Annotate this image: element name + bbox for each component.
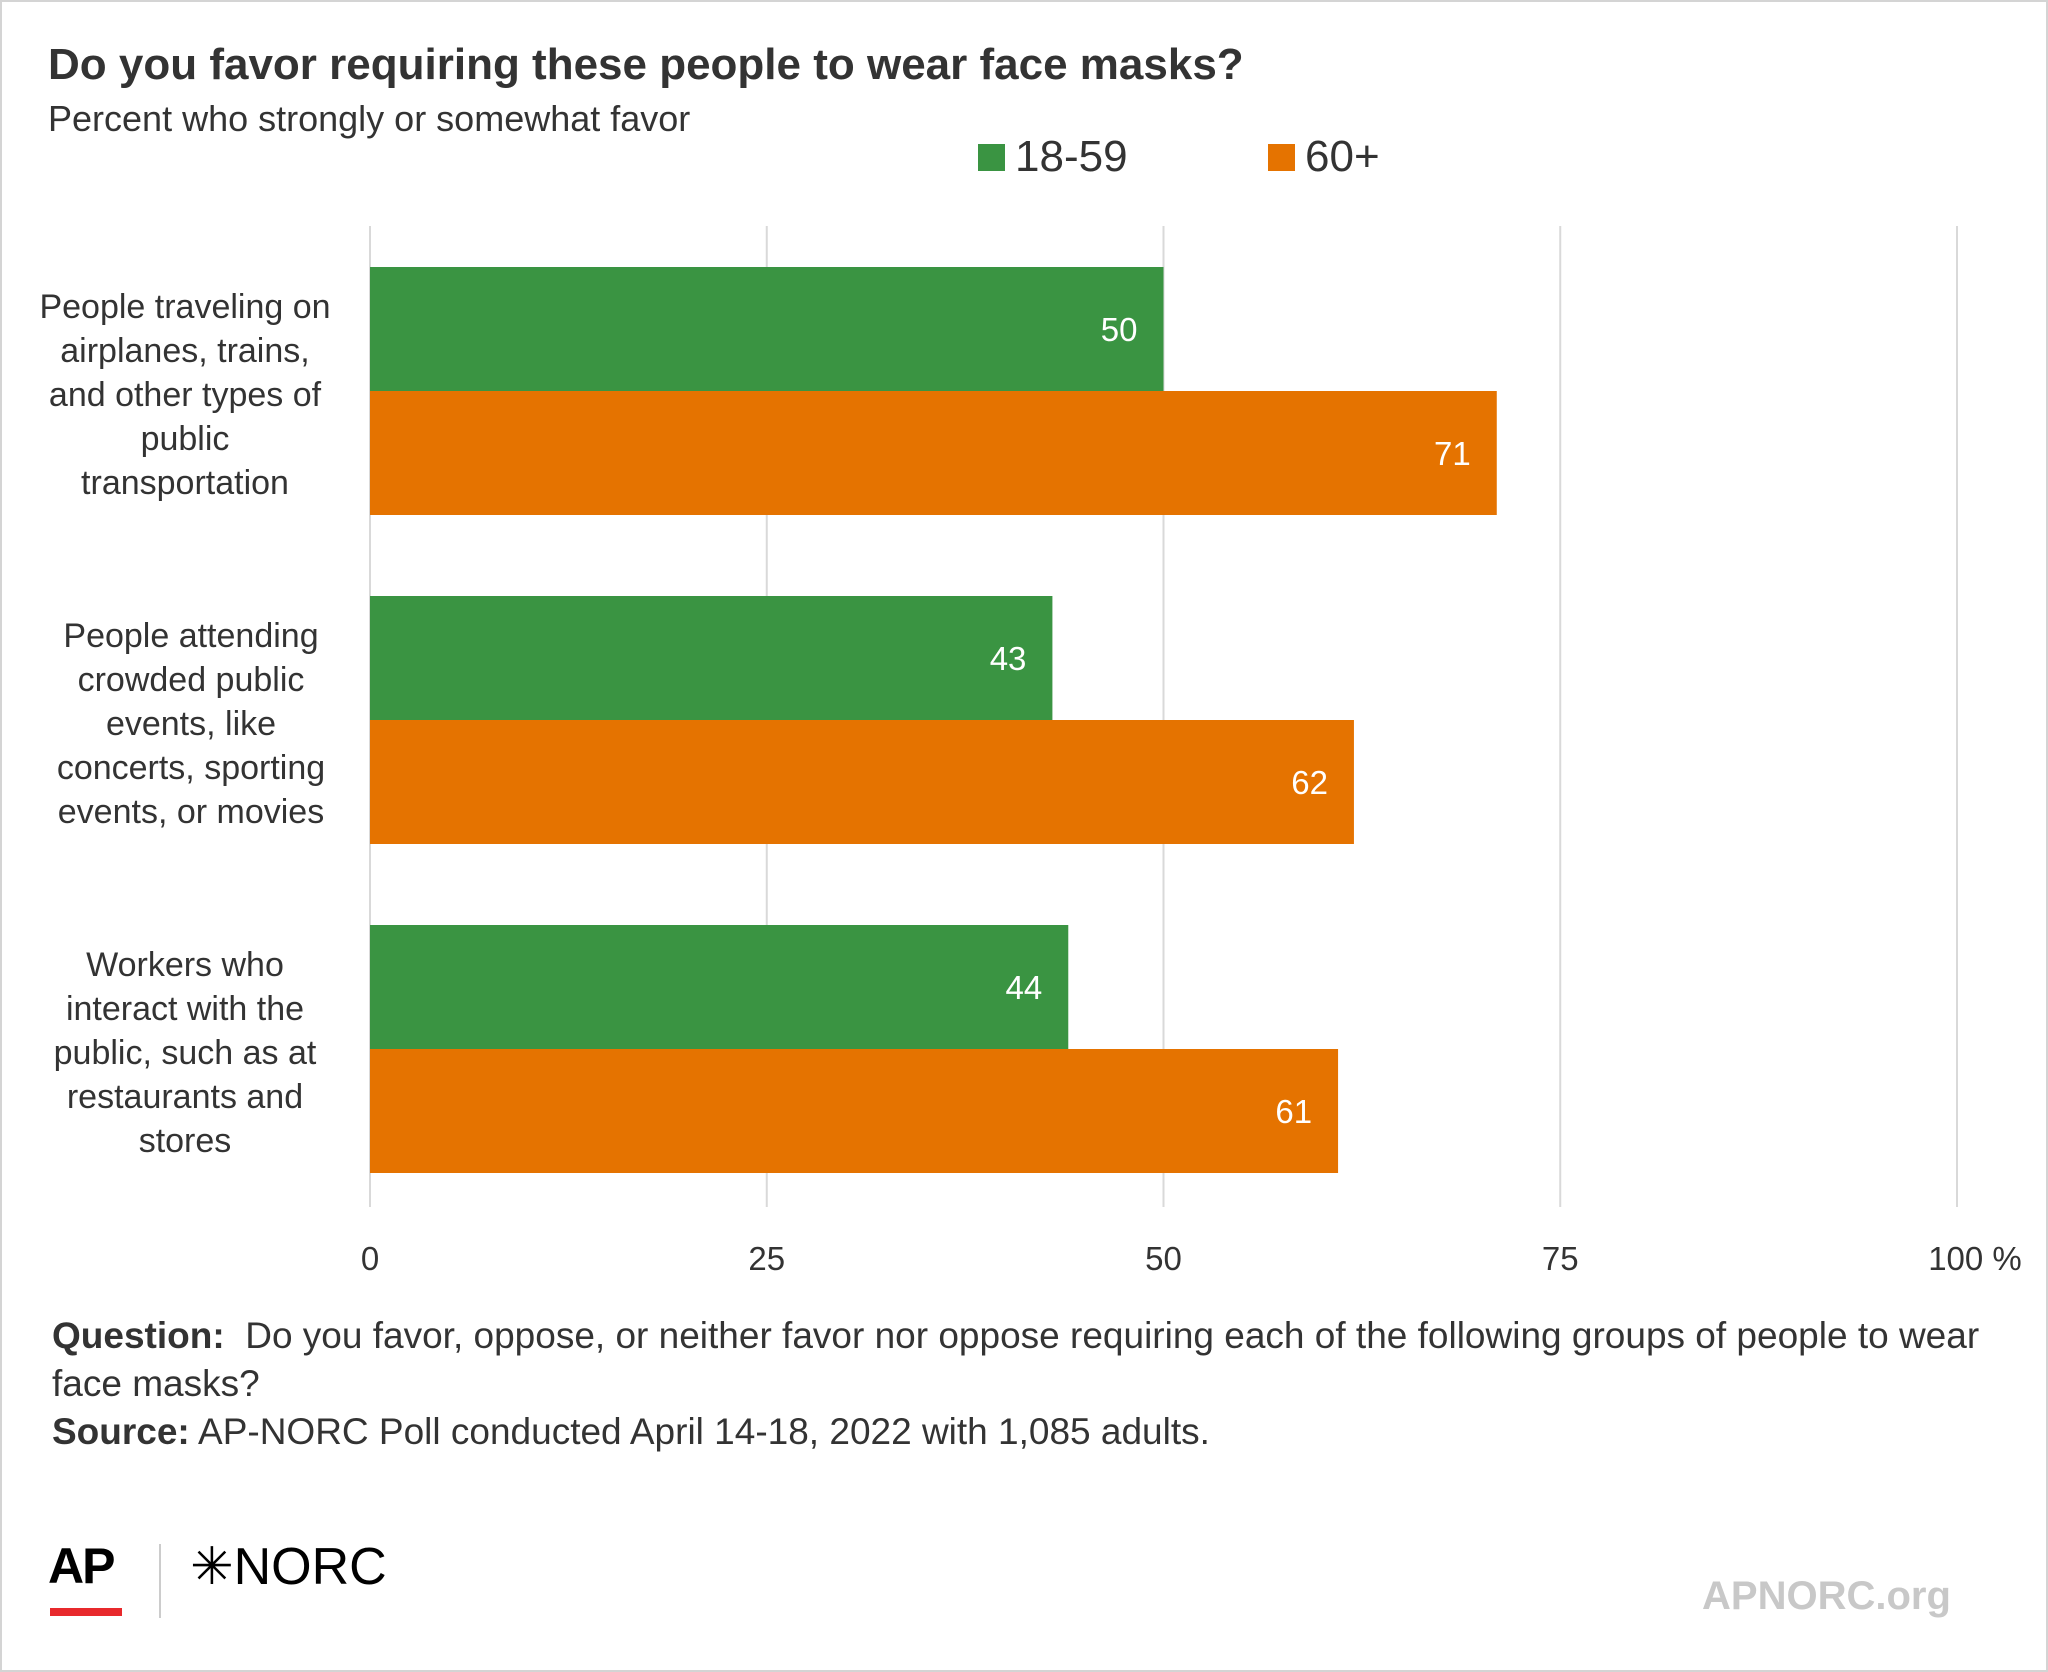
footer-notes: Question: Do you favor, oppose, or neith… [52, 1312, 2012, 1456]
legend-item-60-plus: 60+ [1268, 132, 1380, 182]
bar-60-plus-cat-2 [370, 720, 1354, 844]
category-label-line: Workers who [86, 946, 284, 984]
category-label-line: events, or movies [57, 793, 325, 831]
ap-logo: AP [48, 1538, 115, 1594]
bar-60-plus-cat-1 [370, 391, 1497, 515]
category-label-1: People traveling on airplanes, trains, and… [20, 285, 350, 505]
legend-swatch-60-plus [1268, 143, 1295, 171]
bar-chart: 0 25 50 75 100 % 50 71 43 62 44 61 [361, 226, 2022, 1277]
category-label-line: airplanes, trains, [60, 332, 310, 370]
category-label-line: stores [138, 1122, 232, 1160]
category-label-line: People attending [63, 617, 319, 655]
source-note: Source: AP-NORC Poll conducted April 14-… [52, 1408, 2012, 1456]
x-tick-label-0: 0 [361, 1240, 379, 1277]
category-label-line: concerts, sporting [56, 749, 326, 787]
bar-value-label: 43 [990, 640, 1027, 677]
bar-value-label: 71 [1434, 435, 1471, 472]
source-text: AP-NORC Poll conducted April 14-18, 2022… [198, 1411, 1210, 1452]
ap-logo-underline [50, 1608, 122, 1616]
bar-18-59-cat-2 [370, 596, 1053, 720]
category-label-2: People attending crowded public events, li… [26, 614, 356, 834]
category-label-line: transportation [81, 464, 289, 502]
bar-value-label: 61 [1275, 1093, 1312, 1130]
x-tick-label-50: 50 [1145, 1240, 1182, 1277]
source-label: Source: [52, 1411, 190, 1452]
category-label-line: events, like [105, 705, 277, 743]
category-label-3: Workers who interact with the public, such… [20, 943, 350, 1163]
bar-60-plus-cat-3 [370, 1049, 1339, 1173]
category-label-line: interact with the [65, 990, 305, 1028]
chart-title: Do you favor requiring these people to w… [48, 40, 1244, 89]
bar-value-label: 44 [1006, 969, 1043, 1006]
legend-swatch-18-59 [978, 143, 1005, 171]
category-label-line: crowded public [77, 661, 305, 699]
bar-18-59-cat-1 [370, 267, 1164, 391]
x-tick-label-75: 75 [1542, 1240, 1579, 1277]
legend-item-18-59: 18-59 [978, 132, 1128, 182]
logo-divider [159, 1544, 161, 1618]
question-label: Question: [52, 1315, 225, 1356]
x-tick-label-100: 100 % [1928, 1240, 2022, 1277]
x-tick-label-25: 25 [748, 1240, 785, 1277]
chart-subtitle: Percent who strongly or somewhat favor [48, 98, 691, 139]
bar-value-label: 62 [1291, 764, 1328, 801]
category-label-line: public, such as at [53, 1034, 317, 1072]
legend-label-18-59: 18-59 [1015, 132, 1128, 181]
legend-label-60-plus: 60+ [1305, 132, 1380, 181]
category-label-line: restaurants and [66, 1078, 304, 1116]
site-url: APNORC.org [1702, 1574, 1951, 1618]
question-note: Question: Do you favor, oppose, or neith… [52, 1312, 2012, 1408]
bar-value-label: 50 [1101, 311, 1138, 348]
question-text: Do you favor, oppose, or neither favor n… [52, 1315, 1980, 1404]
category-label-line: People traveling on [39, 288, 331, 326]
bar-18-59-cat-3 [370, 925, 1069, 1049]
category-label-line: public [140, 420, 230, 458]
norc-logo: ✳NORC [190, 1538, 387, 1596]
category-label-line: and other types of [48, 376, 322, 414]
